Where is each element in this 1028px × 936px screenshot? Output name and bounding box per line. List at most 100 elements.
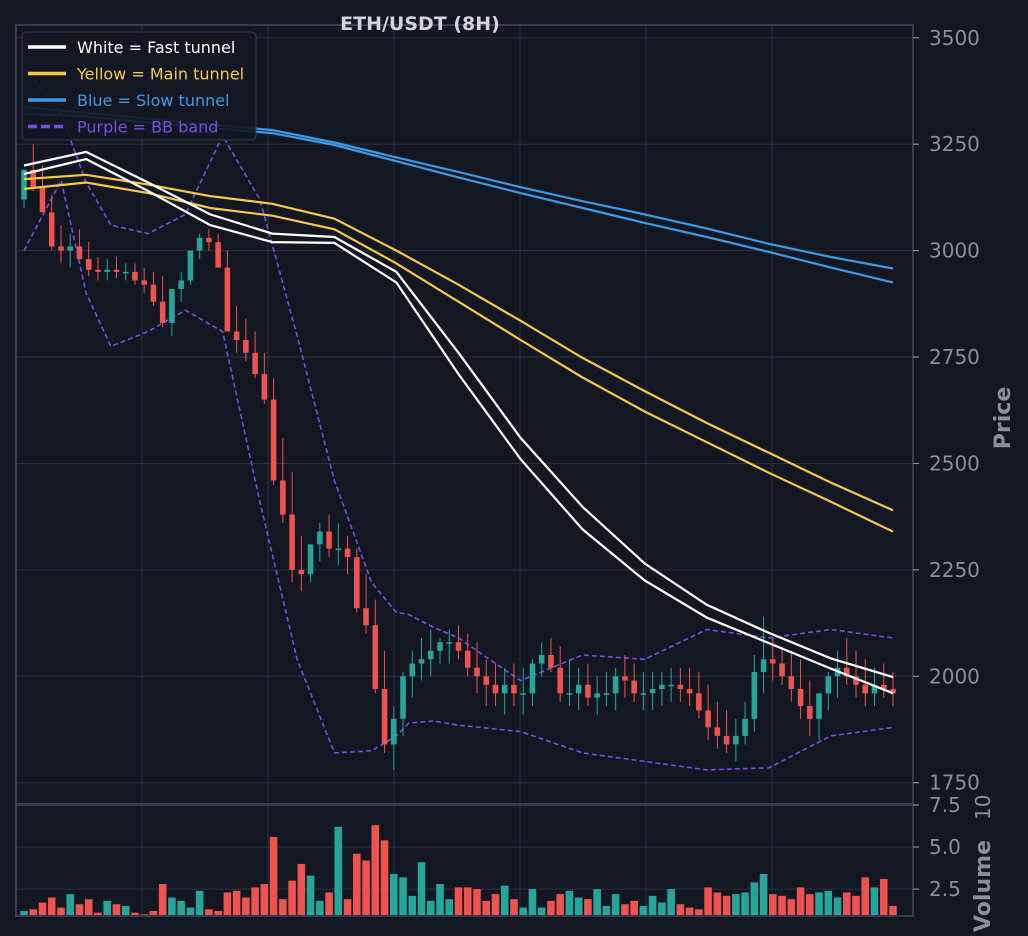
candle-body (261, 374, 268, 400)
volume-bar (131, 912, 139, 916)
volume-bar (759, 873, 768, 916)
candle-body (159, 301, 166, 323)
candle-body (307, 544, 314, 575)
candle-body (95, 269, 101, 272)
volume-bar (195, 890, 204, 916)
y-axis-label: Price (991, 387, 1016, 449)
candle-body (354, 557, 360, 609)
candle-body (640, 693, 647, 695)
candle-body (381, 689, 388, 745)
candle-body (113, 269, 120, 272)
volume-bar (842, 892, 851, 916)
volume-bar (288, 880, 296, 916)
y-tick-label: 3250 (929, 132, 980, 156)
volume-bar (463, 887, 472, 916)
volume-bar (565, 890, 574, 916)
volume-bar (269, 836, 278, 916)
volume-bar (676, 904, 685, 916)
volume-bar (870, 887, 879, 916)
volume-bar (833, 897, 842, 916)
candle-body (206, 237, 212, 243)
volume-bar (214, 910, 222, 916)
candle-body (714, 727, 721, 736)
volume-bar (861, 877, 870, 916)
bb-lower-line (23, 178, 894, 771)
volume-bar (685, 907, 694, 916)
volume-bar (741, 892, 749, 916)
candle-body (224, 267, 231, 332)
candle-body (631, 680, 637, 694)
bb-upper-line (23, 67, 894, 682)
volume-bar (695, 909, 703, 916)
volume-bar (815, 892, 823, 916)
candle-body (391, 718, 397, 745)
volume-bar (787, 899, 796, 916)
candle-body (603, 693, 610, 695)
volume-bar (20, 910, 28, 916)
candle-body (196, 237, 203, 251)
volume-bar (149, 910, 158, 916)
volume-bar (158, 884, 167, 916)
volume-bar (732, 894, 740, 916)
candle-body (122, 271, 129, 274)
candle-body (788, 676, 795, 690)
candle-body (779, 663, 785, 677)
volume-tick-label: 2.5 (929, 877, 961, 901)
volume-bar (223, 892, 232, 916)
candle-body (446, 642, 453, 644)
candle-body (215, 242, 221, 268)
candle-body (39, 186, 46, 213)
legend-entry-label: White = Fast tunnel (77, 38, 235, 57)
volume-bar (353, 853, 361, 916)
volume-bar (121, 905, 130, 916)
y-tick-label: 2250 (929, 558, 980, 582)
volume-bar (417, 862, 426, 916)
candle-body (363, 608, 369, 626)
volume-bar (454, 887, 463, 916)
candle-body (427, 650, 434, 660)
candle-body (344, 548, 351, 558)
main-tunnel-upper-line (23, 173, 894, 512)
legend-entry-label: Purple = BB band (77, 118, 218, 137)
candle-body (501, 684, 508, 694)
candle-body (760, 659, 767, 673)
candle-body (464, 650, 471, 668)
volume-bar (704, 887, 712, 916)
candle-body (317, 531, 323, 545)
volume-bar (279, 899, 287, 916)
volume-bar (658, 902, 666, 916)
candle-body (400, 676, 406, 719)
fast-tunnel-upper-line (23, 150, 894, 679)
candle-body (150, 284, 157, 302)
candle-body (723, 735, 730, 745)
volume-bar (177, 900, 185, 916)
candle-body (807, 706, 813, 719)
candle-body (372, 625, 379, 690)
volume-axis-label: Volume (971, 840, 996, 932)
candle-body (270, 399, 277, 481)
candle-body (797, 689, 804, 707)
candle-body (844, 667, 850, 677)
volume-bar (667, 889, 675, 916)
volume-bar (750, 882, 759, 916)
y-tick-label: 2000 (929, 664, 980, 688)
candle-body (871, 684, 878, 694)
main-tunnel-lower-line (23, 181, 894, 533)
volume-bar (436, 884, 444, 916)
volume-bar (510, 899, 518, 916)
candle-body (58, 246, 64, 251)
volume-bar (242, 897, 250, 916)
y-tick-label: 3000 (929, 239, 980, 263)
volume-bar (445, 899, 454, 916)
candle-body (659, 684, 665, 690)
candle-body (169, 288, 175, 323)
candle-body (85, 259, 92, 270)
candle-body (557, 667, 563, 694)
fast-tunnel-lower-line (23, 157, 894, 695)
volume-bar (29, 909, 38, 916)
candle-body (21, 169, 27, 200)
volume-bar (362, 860, 370, 916)
candle-body (538, 655, 545, 664)
